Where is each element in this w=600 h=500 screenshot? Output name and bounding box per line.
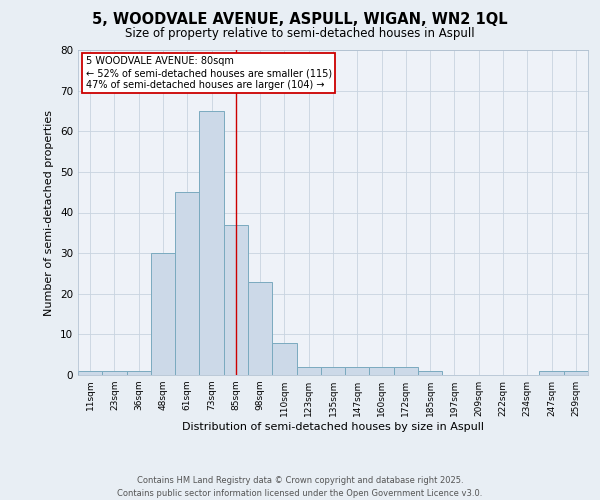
Y-axis label: Number of semi-detached properties: Number of semi-detached properties [44,110,55,316]
Bar [175,192,199,375]
Bar [539,371,564,375]
Bar [345,367,370,375]
Bar [564,371,588,375]
Bar [199,111,224,375]
Bar [78,371,102,375]
Text: 5, WOODVALE AVENUE, ASPULL, WIGAN, WN2 1QL: 5, WOODVALE AVENUE, ASPULL, WIGAN, WN2 1… [92,12,508,28]
X-axis label: Distribution of semi-detached houses by size in Aspull: Distribution of semi-detached houses by … [182,422,484,432]
Text: 5 WOODVALE AVENUE: 80sqm
← 52% of semi-detached houses are smaller (115)
47% of : 5 WOODVALE AVENUE: 80sqm ← 52% of semi-d… [86,56,332,90]
Bar [248,282,272,375]
Bar [418,371,442,375]
Bar [224,224,248,375]
Bar [296,367,321,375]
Text: Contains HM Land Registry data © Crown copyright and database right 2025.
Contai: Contains HM Land Registry data © Crown c… [118,476,482,498]
Bar [394,367,418,375]
Bar [102,371,127,375]
Text: Size of property relative to semi-detached houses in Aspull: Size of property relative to semi-detach… [125,28,475,40]
Bar [151,253,175,375]
Bar [272,342,296,375]
Bar [370,367,394,375]
Bar [127,371,151,375]
Bar [321,367,345,375]
